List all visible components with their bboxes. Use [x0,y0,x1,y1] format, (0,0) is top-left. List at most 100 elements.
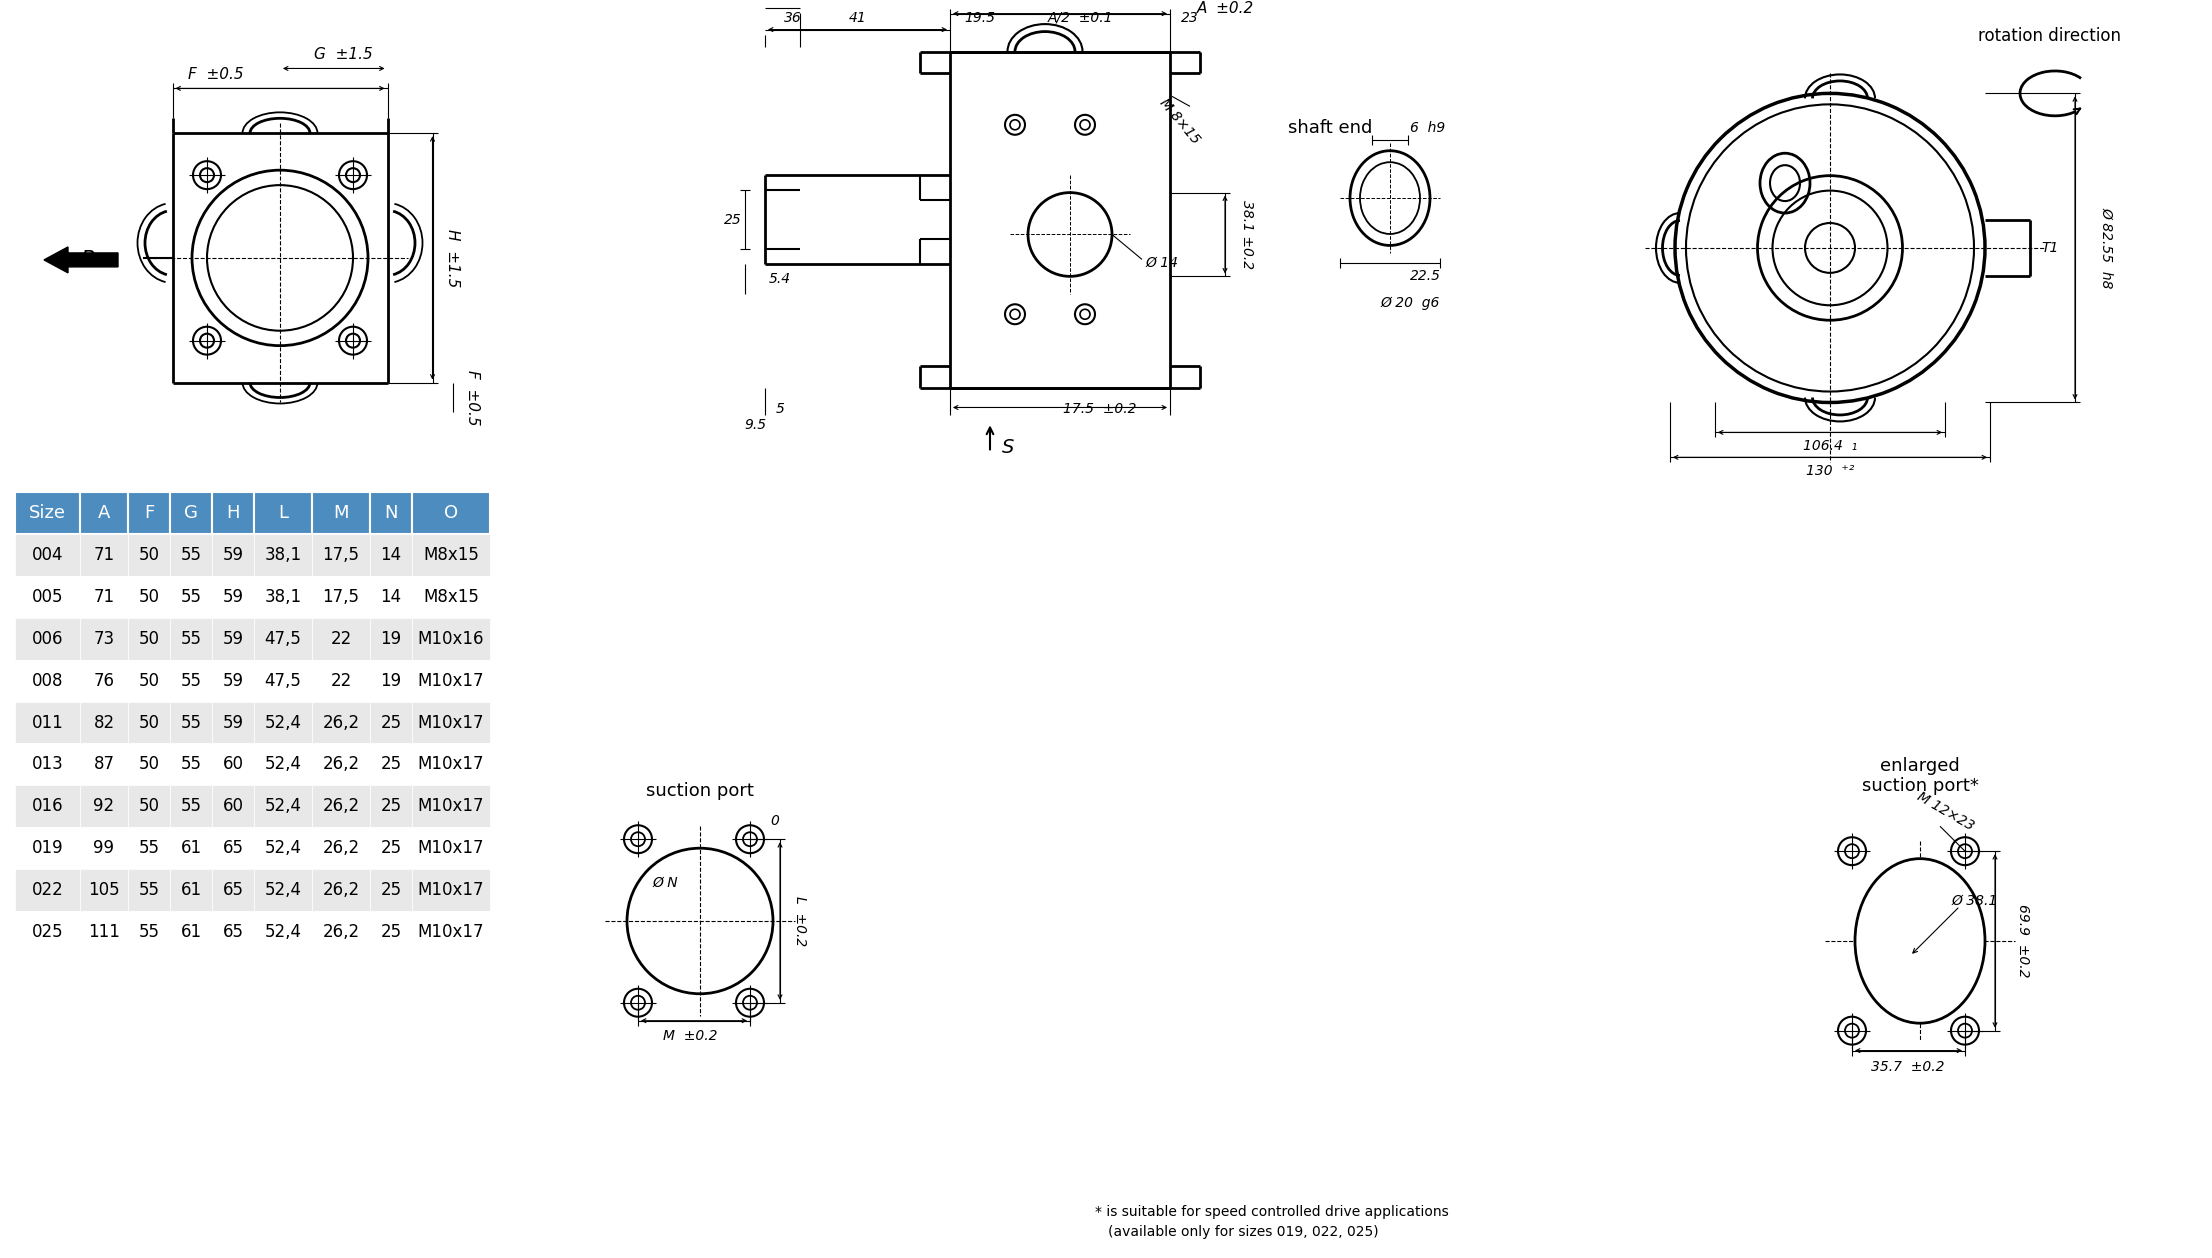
Text: 25: 25 [380,839,403,857]
Text: suction port: suction port [646,782,754,800]
Bar [369,618,411,659]
Bar [254,492,312,535]
Text: A/2  ±0.1: A/2 ±0.1 [1046,10,1113,25]
Text: Ø N: Ø N [653,876,677,891]
Text: M: M [334,504,349,522]
Bar [170,869,212,911]
Text: H  ±1.5: H ±1.5 [445,229,460,287]
Bar [15,659,80,702]
Text: 73: 73 [93,630,115,648]
Text: 65: 65 [223,839,243,857]
Text: 19.5: 19.5 [964,10,995,25]
Bar [411,911,491,952]
Text: 41: 41 [849,10,867,25]
Bar [128,911,170,952]
Text: M10x17: M10x17 [418,839,484,857]
Bar [369,492,411,535]
Text: M10x17: M10x17 [418,798,484,815]
Text: 61: 61 [181,923,201,941]
Bar [80,576,128,618]
Bar [254,869,312,911]
Text: 25: 25 [380,923,403,941]
Text: 55: 55 [181,546,201,564]
Text: M 12×23: M 12×23 [1913,789,1975,833]
Bar [212,492,254,535]
Text: 17.5  ±0.2: 17.5 ±0.2 [1064,403,1137,416]
Text: 019: 019 [31,839,64,857]
Text: 26,2: 26,2 [323,881,361,899]
Text: Ø 38.1: Ø 38.1 [1951,894,1997,908]
Bar [411,659,491,702]
Bar [312,743,369,785]
Bar [128,743,170,785]
Text: 59: 59 [223,713,243,732]
Text: 55: 55 [181,713,201,732]
Text: M10x17: M10x17 [418,713,484,732]
Bar [170,492,212,535]
Text: S: S [1002,438,1013,457]
Text: 55: 55 [139,839,159,857]
Bar [170,743,212,785]
Text: 5.4: 5.4 [770,272,792,287]
Text: 016: 016 [31,798,64,815]
Text: 69.9  ±0.2: 69.9 ±0.2 [2015,905,2031,977]
Bar [170,702,212,743]
Text: T1: T1 [2042,242,2059,255]
Text: 0: 0 [770,814,779,828]
Bar [312,702,369,743]
Text: suction port*: suction port* [1863,777,1978,795]
Bar [411,869,491,911]
Text: 22: 22 [330,630,352,648]
Text: 26,2: 26,2 [323,798,361,815]
Text: 19: 19 [380,672,403,689]
Text: M 8×15: M 8×15 [1157,96,1203,147]
Text: 50: 50 [139,587,159,606]
FancyArrow shape [44,247,117,273]
Text: 60: 60 [223,798,243,815]
Text: A: A [97,504,111,522]
Bar [80,492,128,535]
Text: 47,5: 47,5 [265,672,301,689]
Text: F  ±0.5: F ±0.5 [188,67,243,82]
Text: 6  h9: 6 h9 [1411,121,1447,136]
Text: 65: 65 [223,881,243,899]
Text: * is suitable for speed controlled drive applications: * is suitable for speed controlled drive… [1095,1205,1449,1219]
Text: 55: 55 [181,672,201,689]
Bar [369,828,411,869]
Text: L: L [279,504,288,522]
Text: 26,2: 26,2 [323,756,361,774]
Bar [369,869,411,911]
Text: P: P [80,250,93,270]
Text: N: N [385,504,398,522]
Bar [312,492,369,535]
Bar [212,869,254,911]
Bar [254,743,312,785]
Bar [80,535,128,576]
Bar [80,828,128,869]
Text: 55: 55 [181,587,201,606]
Bar [128,869,170,911]
Bar [128,492,170,535]
Text: M  ±0.2: M ±0.2 [664,1029,717,1043]
Text: G  ±1.5: G ±1.5 [314,47,374,62]
Bar [170,576,212,618]
Bar [254,785,312,828]
Bar [312,911,369,952]
Bar [170,911,212,952]
Bar [369,911,411,952]
Text: 50: 50 [139,546,159,564]
Text: 25: 25 [380,756,403,774]
Bar [15,576,80,618]
Text: 25: 25 [380,881,403,899]
Bar [254,618,312,659]
Text: 14: 14 [380,587,403,606]
Text: 38,1: 38,1 [265,546,301,564]
Text: 99: 99 [93,839,115,857]
Text: 59: 59 [223,672,243,689]
Text: O: O [445,504,458,522]
Bar [411,785,491,828]
Bar [128,785,170,828]
Bar [80,618,128,659]
Bar [128,659,170,702]
Text: 17,5: 17,5 [323,587,361,606]
